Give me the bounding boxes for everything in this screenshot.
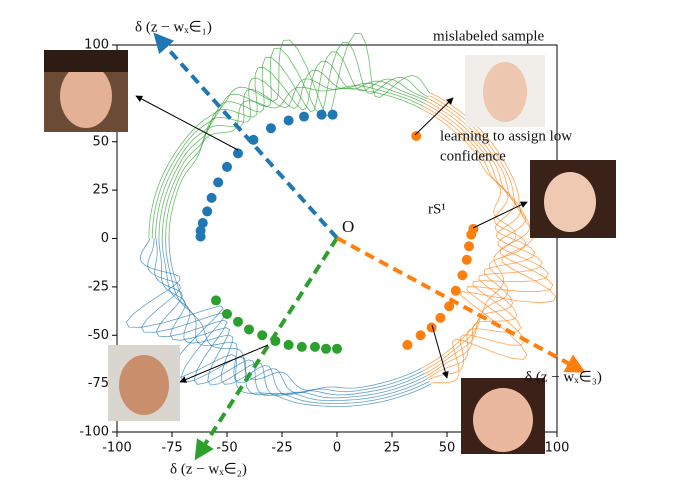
point xyxy=(206,192,217,203)
face-image xyxy=(530,160,616,238)
x-tick-label: 0 xyxy=(333,441,341,456)
point xyxy=(435,312,446,323)
direction-arrow xyxy=(153,32,339,240)
face-image xyxy=(44,50,128,132)
x-tick-label: -100 xyxy=(102,441,132,456)
y-tick-label: -25 xyxy=(88,279,109,294)
y-tick-label: 25 xyxy=(92,183,109,198)
annotation: δ (z − wₓ∈₂) xyxy=(170,461,247,477)
point xyxy=(299,111,309,122)
annotation: learning to assign low xyxy=(440,128,572,144)
point xyxy=(457,270,468,281)
face-image xyxy=(108,345,180,421)
x-tick-label: -50 xyxy=(216,441,237,456)
point xyxy=(202,206,213,217)
point xyxy=(283,115,294,126)
direction-arrow xyxy=(194,236,339,461)
point xyxy=(402,339,413,350)
point xyxy=(283,339,294,350)
wave-curve xyxy=(428,95,554,381)
direction-arrow xyxy=(336,236,586,373)
x-tick-label: 100 xyxy=(545,441,570,456)
y-tick-label: 0 xyxy=(101,231,109,246)
point xyxy=(464,241,474,252)
point xyxy=(310,341,320,352)
point xyxy=(197,218,208,229)
point xyxy=(426,322,437,333)
point xyxy=(415,330,426,341)
point xyxy=(244,324,254,335)
wave-curve xyxy=(425,100,543,377)
point xyxy=(321,343,331,354)
face-image xyxy=(461,378,545,454)
point xyxy=(233,148,243,159)
point xyxy=(233,316,243,327)
y-tick-label: 50 xyxy=(92,134,109,149)
wave-curve xyxy=(148,32,431,239)
point xyxy=(468,223,479,234)
wave-curve xyxy=(422,105,527,372)
y-tick-label: -50 xyxy=(88,328,109,343)
wave-curve xyxy=(165,78,423,239)
pointer xyxy=(179,344,269,383)
annotation: O xyxy=(342,217,354,236)
wave-curve xyxy=(151,41,429,239)
wave-curve xyxy=(165,238,423,394)
annotation: confidence xyxy=(440,148,506,164)
point xyxy=(222,161,232,172)
point xyxy=(195,231,206,242)
point xyxy=(213,177,224,188)
point xyxy=(411,130,422,141)
point xyxy=(450,285,461,296)
decoration: mislabeled sample learning to assign low… xyxy=(44,19,616,477)
y-tick-label: 100 xyxy=(84,38,109,53)
point xyxy=(211,295,221,306)
wave-curve xyxy=(155,51,428,239)
annotation: δ (z − wₓ∈₁) xyxy=(135,19,212,35)
point xyxy=(296,341,307,352)
pointer xyxy=(135,95,239,151)
wave-curve xyxy=(158,60,427,239)
pointer xyxy=(431,324,449,379)
y-tick-label: -100 xyxy=(79,425,109,440)
point xyxy=(222,308,232,319)
pointer xyxy=(472,201,528,229)
point xyxy=(316,109,327,120)
wave-curve xyxy=(430,92,557,384)
x-tick-label: 25 xyxy=(384,441,401,456)
pointer xyxy=(414,97,454,136)
point xyxy=(266,123,276,134)
point xyxy=(332,343,342,354)
annotation: mislabeled sample xyxy=(433,28,545,44)
annotation: rS¹ xyxy=(428,201,446,217)
y-tick-label: -75 xyxy=(88,376,109,391)
plot-area: -100-75-50-250255075100-100-75-50-250255… xyxy=(79,32,570,456)
point xyxy=(444,301,455,312)
wave-curve xyxy=(427,97,549,379)
point xyxy=(257,330,268,341)
point xyxy=(327,109,338,120)
x-tick-label: -75 xyxy=(161,441,182,456)
x-tick-label: -25 xyxy=(271,441,292,456)
point xyxy=(461,254,472,265)
face-image xyxy=(465,55,545,127)
x-tick-label: 50 xyxy=(439,441,456,456)
annotation: δ (z − wₓ∈₃) xyxy=(525,369,602,385)
